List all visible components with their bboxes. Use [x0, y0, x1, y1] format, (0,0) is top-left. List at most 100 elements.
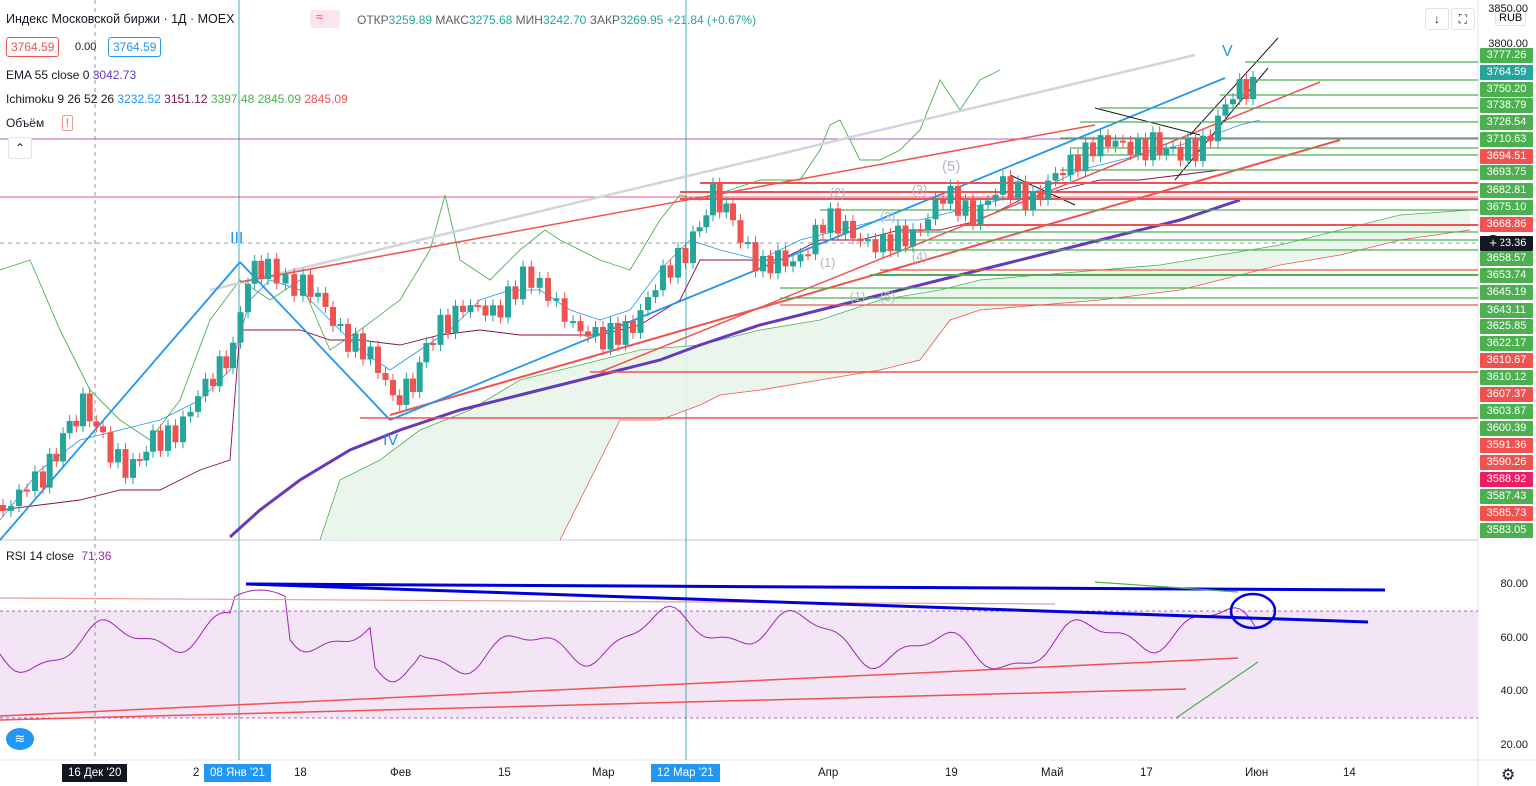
- price-level-label: 3588.92: [1480, 472, 1533, 487]
- candle-body: [970, 200, 976, 225]
- candle-body: [985, 200, 991, 205]
- candle-body: [857, 238, 864, 242]
- candle-body: [490, 305, 496, 316]
- alert-icon[interactable]: !: [61, 115, 73, 131]
- candle-body: [745, 242, 751, 245]
- candle-body: [607, 322, 614, 350]
- candle-body: [820, 224, 826, 233]
- candle-body: [536, 278, 543, 288]
- candle-body: [1236, 79, 1243, 100]
- candle-body: [585, 331, 591, 337]
- candle-body: [187, 411, 194, 417]
- cursor-date-label: 16 Дек '20: [62, 764, 128, 782]
- candle-body: [16, 489, 22, 506]
- candle-body: [143, 451, 150, 461]
- rsi-legend[interactable]: RSI 14 close 71.36: [6, 549, 112, 563]
- candle-body: [600, 326, 606, 350]
- volume-legend[interactable]: Объём !: [6, 115, 73, 131]
- sell-button[interactable]: 3764.59: [6, 37, 60, 57]
- candle-body: [360, 333, 366, 360]
- candle-body: [180, 416, 186, 443]
- currency-label[interactable]: RUB: [1495, 10, 1527, 26]
- price-level-label: 3764.59: [1480, 65, 1533, 80]
- rsi-tick: 40.00: [1500, 685, 1528, 697]
- sub-wave-label: (4): [912, 250, 928, 264]
- candle-body: [652, 290, 659, 298]
- compare-toggle[interactable]: ≈: [310, 10, 340, 28]
- ichimoku-legend[interactable]: Ichimoku 9 26 52 26 3232.52 3151.12 3397…: [6, 92, 348, 106]
- ohlc-legend: ОТКР3259.89 МАКС3275.68 МИН3242.70 ЗАКР3…: [357, 13, 757, 27]
- candle-body: [322, 292, 329, 307]
- candle-body: [237, 312, 244, 343]
- collapse-legend-button[interactable]: ⌃: [8, 137, 32, 159]
- candle-body: [403, 378, 410, 405]
- crosshair-plus-icon[interactable]: +: [1485, 235, 1501, 251]
- candle-body: [723, 203, 730, 213]
- candlesticks: [0, 70, 1256, 517]
- candle-body: [1222, 104, 1229, 116]
- symbol-title[interactable]: Индекс Московской биржи · 1Д · MOEX: [6, 12, 234, 26]
- candle-body: [40, 471, 46, 488]
- candle-body: [1112, 140, 1119, 147]
- candle-body: [1135, 138, 1141, 155]
- sub-wave-label: (5): [880, 290, 896, 304]
- sub-wave-label: (1): [820, 256, 836, 270]
- candle-body: [100, 426, 106, 433]
- candle-body: [216, 356, 223, 387]
- candle-body: [505, 286, 511, 318]
- candle-body: [53, 453, 60, 462]
- buy-button[interactable]: 3764.59: [108, 37, 162, 57]
- time-tick: Мар: [592, 767, 615, 779]
- candle-body: [337, 324, 344, 327]
- price-level-label: 3726.54: [1480, 115, 1533, 130]
- price-level-label: 3675.10: [1480, 200, 1533, 215]
- candle-body: [1215, 115, 1221, 142]
- candle-body: [895, 225, 901, 252]
- ema-legend[interactable]: EMA 55 close 0 3042.73: [6, 68, 137, 82]
- candle-body: [977, 204, 984, 225]
- candle-body: [32, 471, 38, 491]
- time-tick: Апр: [818, 767, 839, 779]
- price-level-label: 3625.85: [1480, 319, 1533, 334]
- candle-body: [577, 321, 584, 332]
- fullscreen-icon: ⛶: [1458, 12, 1468, 26]
- download-icon: ↓: [1434, 12, 1440, 26]
- candle-body: [520, 266, 526, 300]
- download-button[interactable]: ↓: [1425, 8, 1449, 30]
- candle-body: [315, 292, 321, 297]
- candle-body: [1007, 176, 1014, 198]
- candle-body: [850, 220, 856, 239]
- candle-body: [553, 298, 560, 301]
- tradingview-logo-icon[interactable]: ≋: [6, 728, 34, 750]
- candle-body: [1150, 132, 1156, 161]
- candle-body: [282, 274, 289, 284]
- candle-body: [452, 305, 459, 334]
- candle-body: [865, 239, 871, 242]
- time-tick: 19: [945, 767, 958, 779]
- candle-body: [797, 254, 804, 262]
- candle-body: [962, 200, 969, 216]
- candle-body: [667, 265, 674, 278]
- support-resistance-levels: [360, 61, 1478, 419]
- candle-body: [955, 185, 961, 216]
- candle-body: [86, 393, 93, 422]
- time-tick: Май: [1041, 767, 1064, 779]
- candle-body: [136, 459, 143, 462]
- candle-body: [307, 274, 314, 297]
- candle-body: [1230, 99, 1236, 105]
- price-level-label: 3658.57: [1480, 251, 1533, 266]
- candle-body: [1015, 181, 1021, 198]
- compare-icon: ≈: [316, 10, 323, 24]
- candle-body: [352, 333, 359, 352]
- candle-body: [1163, 148, 1170, 155]
- candle-body: [66, 420, 73, 434]
- gear-icon[interactable]: ⚙: [1501, 767, 1516, 784]
- price-level-label: 3750.20: [1480, 82, 1533, 97]
- fullscreen-button[interactable]: ⛶: [1451, 8, 1475, 30]
- candle-body: [390, 379, 396, 396]
- candle-body: [782, 250, 789, 267]
- candle-body: [947, 185, 954, 204]
- candle-body: [902, 225, 909, 247]
- candle-body: [467, 305, 474, 312]
